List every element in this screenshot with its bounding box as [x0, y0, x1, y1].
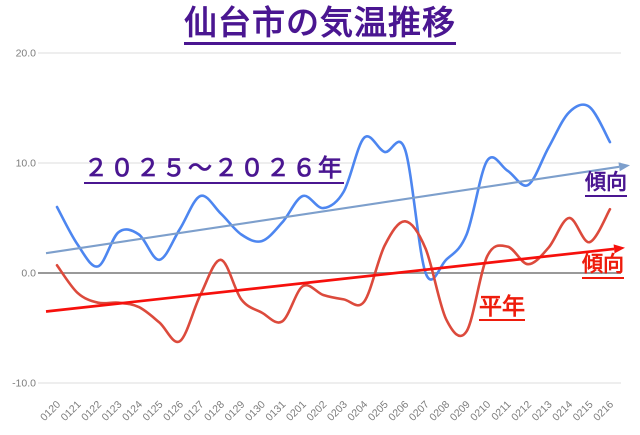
x-axis-label: 0207: [407, 399, 432, 424]
y-axis-label: -10.0: [12, 378, 36, 390]
x-axis-label: 0130: [243, 399, 268, 424]
x-axis-label: 0213: [530, 399, 555, 424]
x-axis-label: 0211: [489, 399, 514, 424]
x-axis-label: 0124: [120, 399, 145, 424]
title-row: 仙台市の気温推移: [0, 4, 640, 46]
trendline-blue: [45, 165, 620, 255]
x-axis-label: 0210: [468, 399, 493, 424]
x-axis-label: 0131: [263, 399, 288, 424]
x-axis-label: 0216: [591, 399, 616, 424]
x-axis-label: 0126: [161, 399, 186, 424]
x-axis-label: 0203: [325, 399, 350, 424]
chart-title: 仙台市の気温推移: [184, 4, 456, 46]
y-axis-label: 0.0: [21, 268, 36, 280]
x-axis-label: 0202: [304, 399, 329, 424]
x-axis-label: 0129: [222, 399, 247, 424]
x-axis-label: 0209: [448, 399, 473, 424]
x-axis-label: 0121: [59, 399, 84, 424]
series-label-2025-2026: ２０２５～２０２６年: [84, 156, 344, 185]
trend-label-red: 傾向: [582, 253, 624, 280]
series-line-2025-2026: [55, 103, 612, 281]
x-axis-label: 0212: [509, 399, 534, 424]
x-axis-label: 0122: [79, 399, 104, 424]
x-axis-label: 0215: [571, 399, 596, 424]
y-axis-label: 20.0: [16, 48, 37, 60]
x-axis-label: 0123: [100, 399, 125, 424]
series-label-normal: 平年: [479, 294, 525, 322]
x-axis-label: 0127: [181, 399, 206, 424]
x-axis-label: 0201: [284, 399, 309, 424]
x-axis-label: 0120: [38, 399, 63, 424]
series-line-normal: [55, 207, 612, 344]
trend-arrowhead-red: [613, 244, 625, 254]
x-axis-label: 0206: [386, 399, 411, 424]
x-axis-label: 0125: [141, 399, 166, 424]
x-axis-label: 0128: [202, 399, 227, 424]
x-axis-label: 0204: [345, 399, 370, 424]
x-axis-label: 0205: [366, 399, 391, 424]
trend-label-blue: 傾向: [585, 171, 627, 198]
trend-arrowhead-blue: [618, 162, 630, 172]
x-axis-label: 0214: [550, 399, 575, 424]
trendline-red: [45, 247, 615, 313]
x-axis-label: 0208: [427, 399, 452, 424]
y-axis-label: 10.0: [16, 158, 37, 170]
